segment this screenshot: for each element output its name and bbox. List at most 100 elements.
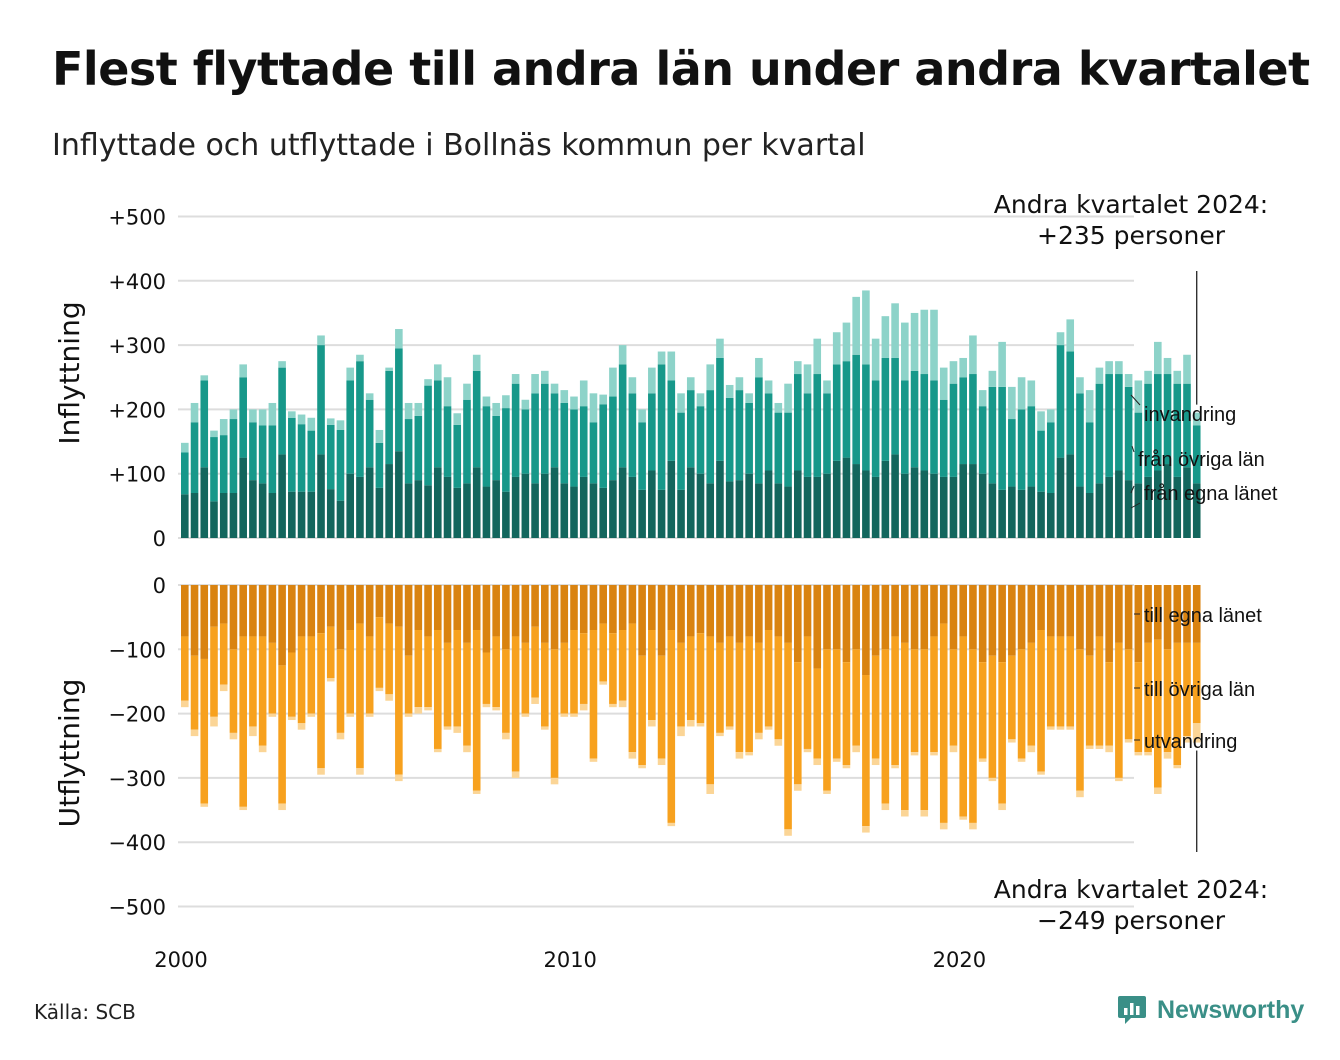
bar-segment	[579, 476, 588, 538]
bar-segment	[764, 470, 773, 538]
bar-segment	[219, 623, 228, 685]
bar-segment	[677, 642, 685, 727]
bar-segment	[424, 585, 432, 637]
bar-segment	[288, 652, 296, 717]
bar-segment	[793, 784, 802, 791]
leader-line	[1130, 394, 1141, 406]
bar-segment	[336, 732, 345, 740]
bar-segment	[1027, 406, 1036, 487]
bar-segment	[433, 380, 442, 468]
bar-segment	[541, 642, 549, 727]
bar-segment	[774, 402, 783, 413]
bar-segment	[978, 758, 987, 762]
bar-segment	[200, 803, 209, 807]
bar-segment	[297, 585, 306, 637]
y-tick-label: −200	[108, 703, 166, 727]
bar-segment	[657, 351, 666, 365]
bar-segment	[258, 636, 267, 746]
bar-segment	[1008, 585, 1016, 656]
bar-segment	[502, 585, 510, 650]
bar-segment	[492, 636, 500, 708]
bar-segment	[930, 752, 938, 756]
y-tick-label: −400	[108, 831, 166, 855]
bar-segment	[443, 476, 452, 538]
bar-segment	[793, 585, 802, 663]
bar-segment	[959, 816, 967, 820]
annotation-text: +235 personer	[1037, 221, 1226, 250]
bar-segment	[1085, 422, 1094, 493]
bar-segment	[375, 617, 384, 688]
bar-segment	[832, 585, 841, 650]
bar-segment	[1154, 374, 1162, 471]
bar-segment	[891, 585, 899, 637]
bar-segment	[511, 585, 520, 637]
bar-segment	[1027, 486, 1036, 538]
bar-segment	[521, 399, 530, 410]
bar-segment	[1163, 464, 1172, 538]
bar-segment	[793, 470, 802, 538]
bar-segment	[1154, 585, 1162, 640]
bar-segment	[891, 765, 899, 769]
bar-segment	[239, 377, 247, 458]
bar-segment	[696, 633, 705, 724]
bar-segment	[472, 790, 481, 794]
bar-segment	[433, 630, 442, 749]
bar-segment	[716, 585, 724, 643]
bar-segment	[939, 476, 948, 538]
bar-segment	[978, 585, 987, 663]
bar-segment	[1163, 374, 1172, 465]
bar-segment	[657, 655, 666, 759]
bar-segment	[1144, 585, 1152, 643]
bar-segment	[579, 703, 588, 711]
bar-segment	[414, 707, 423, 714]
bar-segment	[1183, 736, 1191, 743]
bar-segment	[901, 810, 909, 817]
bar-segment	[229, 492, 238, 538]
bar-segment	[1163, 357, 1172, 375]
bar-segment	[560, 402, 569, 484]
bar-segment	[1105, 374, 1113, 477]
bar-segment	[881, 649, 890, 804]
bar-segment	[735, 480, 744, 538]
bar-segment	[618, 364, 627, 468]
bar-segment	[803, 585, 812, 637]
bar-segment	[920, 585, 929, 650]
bar-segment	[1183, 642, 1191, 737]
bar-segment	[998, 662, 1006, 804]
bar-segment	[813, 338, 822, 375]
bar-segment	[716, 460, 724, 538]
bar-segment	[229, 732, 238, 740]
bar-segment	[1076, 486, 1084, 538]
bar-segment	[521, 473, 530, 538]
bar-segment	[1144, 752, 1152, 756]
bar-segment	[871, 476, 880, 538]
bar-segment	[278, 454, 286, 538]
bar-segment	[910, 312, 919, 371]
bar-segment	[424, 385, 432, 486]
bar-segment	[541, 473, 549, 538]
bar-segment	[667, 460, 676, 538]
bar-segment	[871, 338, 880, 381]
bar-segment	[1056, 457, 1065, 538]
bar-segment	[667, 630, 676, 823]
bar-segment	[395, 774, 403, 782]
bar-segment	[1037, 630, 1045, 772]
bar-segment	[1056, 332, 1065, 346]
bar-segment	[210, 430, 218, 438]
series-label: till övriga län	[1144, 679, 1255, 701]
bar-segment	[550, 649, 559, 778]
bar-segment	[881, 803, 890, 811]
bar-segment	[842, 585, 851, 663]
bar-segment	[404, 419, 413, 484]
bar-segment	[686, 467, 695, 538]
bar-segment	[706, 390, 715, 484]
bar-segment	[521, 409, 530, 474]
bar-segment	[219, 419, 228, 436]
bar-segment	[385, 464, 393, 538]
bar-segment	[346, 585, 355, 631]
bar-segment	[910, 752, 919, 756]
bar-segment	[579, 406, 588, 477]
bar-segment	[1134, 662, 1143, 753]
bar-segment	[239, 806, 247, 811]
bar-segment	[278, 665, 286, 804]
